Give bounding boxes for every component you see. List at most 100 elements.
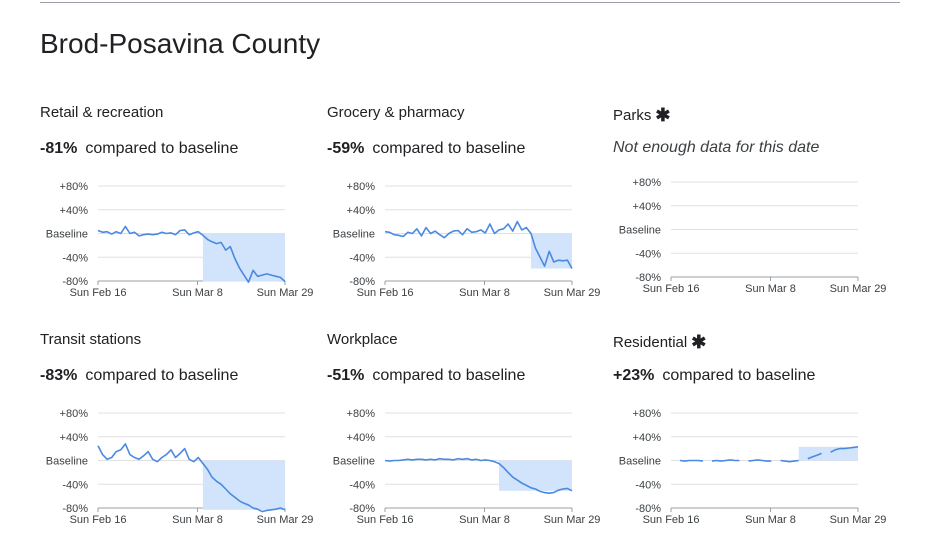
no-data-message: Not enough data for this date xyxy=(613,139,820,156)
y-tick-label: Baseline xyxy=(619,225,661,237)
series-line xyxy=(384,457,573,494)
x-tick-label: Sun Mar 8 xyxy=(459,514,510,526)
y-tick-label: +40% xyxy=(60,432,89,444)
panel-title-text: Workplace xyxy=(327,331,398,348)
x-tick-label: Sun Feb 16 xyxy=(70,514,127,526)
panel-title-text: Residential xyxy=(613,334,688,351)
series-line xyxy=(748,459,772,462)
y-tick-label: +80% xyxy=(347,181,376,193)
y-tick-label: +40% xyxy=(347,205,376,217)
x-tick-label: Sun Mar 29 xyxy=(544,287,601,299)
x-tick-label: Sun Mar 29 xyxy=(830,514,887,526)
panel-title: Grocery & pharmacy xyxy=(327,104,465,121)
panel-workplace: Workplace -51% compared to baseline +80% +… xyxy=(327,331,617,541)
change-value: -59% xyxy=(327,140,365,157)
chart-retail-recreation: +80% +40% Baseline -40% -80%Sun Feb 16 Sun Ma… xyxy=(46,181,314,299)
asterisk-icon: ✱ xyxy=(691,332,707,352)
y-tick-label: +80% xyxy=(347,408,376,420)
panel-title: Residential ✱ xyxy=(613,331,706,352)
x-tick-label: Sun Mar 29 xyxy=(257,287,314,299)
series-line xyxy=(679,459,704,462)
stat-line: -83% compared to baseline xyxy=(40,367,238,385)
x-tick-label: Sun Feb 16 xyxy=(643,514,700,526)
x-tick-label: Sun Mar 8 xyxy=(459,287,510,299)
y-tick-label: +40% xyxy=(60,205,89,217)
change-text: compared to baseline xyxy=(372,367,526,384)
change-value: +23% xyxy=(613,367,655,384)
change-text: compared to baseline xyxy=(372,140,526,157)
stat-line: -59% compared to baseline xyxy=(327,140,525,158)
panel-title: Retail & recreation xyxy=(40,104,163,121)
stat-line: -51% compared to baseline xyxy=(327,367,525,385)
panel-title-text: Grocery & pharmacy xyxy=(327,104,465,121)
y-tick-label: -80% xyxy=(635,503,661,515)
panel-title: Transit stations xyxy=(40,331,141,348)
y-tick-label: +80% xyxy=(60,181,89,193)
y-tick-label: Baseline xyxy=(46,456,88,468)
panel-retail-recreation: Retail & recreation -81% compared to base… xyxy=(40,104,330,314)
y-tick-label: -40% xyxy=(349,479,375,491)
y-tick-label: +40% xyxy=(347,432,376,444)
y-tick-label: -80% xyxy=(62,503,88,515)
x-tick-label: Sun Mar 8 xyxy=(745,283,796,295)
series-line xyxy=(830,446,859,453)
y-tick-label: -40% xyxy=(62,252,88,264)
x-tick-label: Sun Mar 8 xyxy=(172,514,223,526)
panel-title-text: Parks xyxy=(613,107,652,124)
x-tick-label: Sun Mar 29 xyxy=(830,283,887,295)
series-line xyxy=(711,459,740,462)
y-tick-label: Baseline xyxy=(333,456,375,468)
chart-grocery-pharmacy: +80% +40% Baseline -40% -80%Sun Feb 16 Sun Ma… xyxy=(333,181,601,299)
series-line xyxy=(780,459,799,463)
x-tick-label: Sun Mar 8 xyxy=(172,287,223,299)
y-tick-label: +80% xyxy=(633,177,662,189)
y-tick-label: -40% xyxy=(635,479,661,491)
stat-line: -81% compared to baseline xyxy=(40,140,238,158)
y-tick-label: Baseline xyxy=(333,229,375,241)
series-line xyxy=(97,443,286,513)
x-tick-label: Sun Feb 16 xyxy=(357,287,414,299)
x-tick-label: Sun Feb 16 xyxy=(357,514,414,526)
panel-grocery-pharmacy: Grocery & pharmacy -59% compared to basel… xyxy=(327,104,617,314)
y-tick-label: +40% xyxy=(633,201,662,213)
y-tick-label: Baseline xyxy=(46,229,88,241)
chart-transit-stations: +80% +40% Baseline -40% -80%Sun Feb 16 Sun Ma… xyxy=(46,408,314,526)
top-divider xyxy=(40,2,900,3)
panel-title-text: Retail & recreation xyxy=(40,104,164,121)
x-tick-label: Sun Feb 16 xyxy=(70,287,127,299)
panel-title-text: Transit stations xyxy=(40,331,142,348)
change-text: compared to baseline xyxy=(85,140,239,157)
change-text: compared to baseline xyxy=(662,367,816,384)
panel-title: Workplace xyxy=(327,331,398,348)
deviation-area xyxy=(530,233,572,269)
y-tick-label: Baseline xyxy=(619,456,661,468)
page-title: Brod-Posavina County xyxy=(40,28,321,59)
y-tick-label: -40% xyxy=(62,479,88,491)
x-tick-label: Sun Feb 16 xyxy=(643,283,700,295)
y-tick-label: +80% xyxy=(633,408,662,420)
y-tick-label: +80% xyxy=(60,408,89,420)
x-tick-label: Sun Mar 8 xyxy=(745,514,796,526)
x-tick-label: Sun Mar 29 xyxy=(544,514,601,526)
x-tick-label: Sun Mar 29 xyxy=(257,514,314,526)
chart-parks: +80% +40% Baseline -40% -80%Sun Feb 16 Sun Ma… xyxy=(619,177,887,295)
y-tick-label: -80% xyxy=(349,276,375,288)
change-value: -51% xyxy=(327,367,365,384)
panel-title: Parks ✱ xyxy=(613,104,670,125)
y-tick-label: -80% xyxy=(349,503,375,515)
y-tick-label: -80% xyxy=(635,272,661,284)
y-tick-label: +40% xyxy=(633,432,662,444)
deviation-area xyxy=(798,446,858,461)
panel-transit-stations: Transit stations -83% compared to baselin… xyxy=(40,331,330,541)
y-tick-label: -80% xyxy=(62,276,88,288)
stat-line: +23% compared to baseline xyxy=(613,367,815,385)
asterisk-icon: ✱ xyxy=(655,105,671,125)
deviation-area xyxy=(202,460,285,510)
panel-residential: Residential ✱ +23% compared to baseline +8… xyxy=(613,331,903,541)
change-value: -81% xyxy=(40,140,78,157)
deviation-area xyxy=(499,460,572,491)
panel-parks: Parks ✱ Not enough data for this date +80… xyxy=(613,104,903,314)
change-value: -83% xyxy=(40,367,78,384)
chart-residential: +80% +40% Baseline -40% -80%Sun Feb 16 Sun Ma… xyxy=(619,408,887,526)
change-text: compared to baseline xyxy=(85,367,239,384)
